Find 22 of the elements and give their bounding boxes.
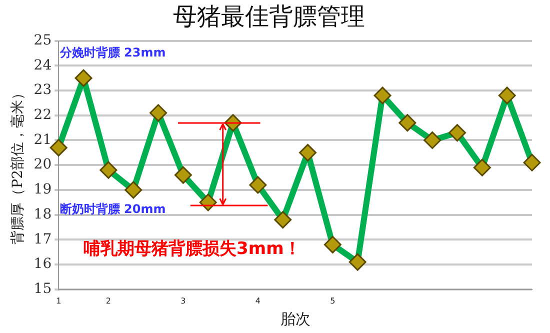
- annotation: 断奶时背膘 20mm: [60, 202, 166, 216]
- x-axis-title: 胎次: [280, 310, 310, 328]
- y-tick-label: 25: [34, 32, 52, 48]
- y-axis-title: 背膘厚（P2部位，毫米）: [10, 86, 26, 244]
- y-tick-label: 18: [34, 206, 52, 222]
- x-tick-label: 1: [56, 296, 62, 306]
- x-tick-label: 5: [330, 296, 336, 306]
- chart-title: 母猪最佳背膘管理: [173, 2, 365, 31]
- annotation: 哺乳期母猪背膘损失3mm！: [84, 239, 301, 260]
- y-tick-label: 24: [34, 57, 52, 74]
- y-tick-label: 22: [34, 107, 52, 124]
- x-tick-label: 2: [106, 296, 111, 306]
- x-tick-label: 3: [180, 296, 186, 306]
- y-tick-label: 23: [34, 82, 52, 98]
- y-tick-label: 15: [34, 281, 52, 298]
- annotation: 分娩时背膘 23mm: [58, 45, 166, 60]
- y-tick-label: 17: [34, 231, 52, 248]
- x-tick-label: 4: [255, 296, 260, 306]
- y-tick-label: 16: [34, 256, 52, 272]
- y-tick-label: 19: [34, 182, 52, 198]
- y-tick-label: 21: [34, 132, 52, 148]
- y-tick-label: 20: [34, 156, 52, 173]
